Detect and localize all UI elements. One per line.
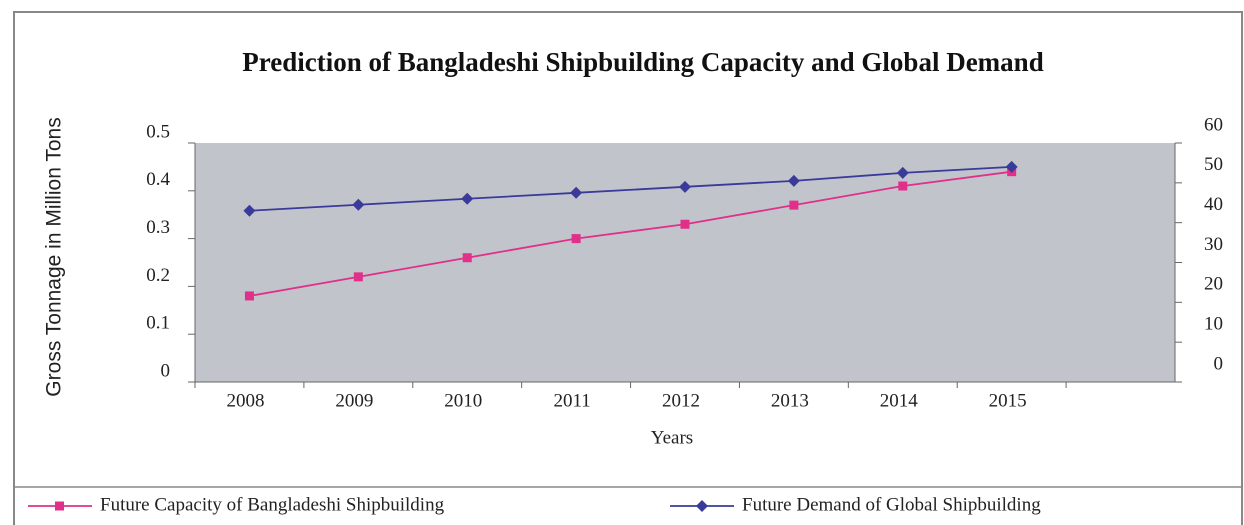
- plot-area: [195, 143, 1175, 382]
- chart-title: Prediction of Bangladeshi Shipbuilding C…: [242, 47, 1044, 77]
- y2-tick-label: 30: [1204, 234, 1223, 255]
- marker: [680, 219, 690, 229]
- frame-border: [13, 11, 1243, 525]
- x-tick-label: 2012: [662, 390, 700, 411]
- y-tick-label: 0.3: [146, 217, 170, 238]
- y-tick-label: 0.5: [146, 121, 170, 142]
- legend-marker: [696, 500, 708, 512]
- x-tick-label: 2013: [771, 390, 809, 411]
- marker: [353, 272, 363, 282]
- y-tick-label: 0.2: [146, 265, 170, 286]
- marker: [898, 181, 908, 191]
- marker: [461, 192, 474, 205]
- legend-label: Future Capacity of Bangladeshi Shipbuild…: [100, 494, 445, 515]
- x-tick-label: 2008: [226, 390, 264, 411]
- y-axis-label: Gross Tonnage in Million Tons: [43, 117, 66, 396]
- x-tick-label: 2009: [335, 390, 373, 411]
- marker: [462, 253, 472, 263]
- marker: [244, 291, 254, 301]
- y-tick-label: 0.1: [146, 313, 170, 334]
- legend-label: Future Demand of Global Shipbuilding: [742, 494, 1041, 515]
- marker: [896, 166, 909, 179]
- marker: [1005, 160, 1018, 173]
- x-tick-label: 2010: [444, 390, 482, 411]
- y2-tick-label: 40: [1204, 194, 1223, 215]
- y2-tick-label: 0: [1214, 353, 1224, 374]
- y-tick-label: 0.4: [146, 169, 170, 190]
- x-tick-label: 2011: [553, 390, 590, 411]
- x-tick-label: 2015: [989, 390, 1027, 411]
- marker: [570, 186, 583, 199]
- y2-tick-label: 60: [1204, 114, 1223, 135]
- y2-tick-label: 10: [1204, 314, 1223, 335]
- marker: [789, 200, 799, 210]
- series-line: [249, 166, 1012, 212]
- series-line: [249, 170, 1012, 297]
- legend-marker: [55, 501, 64, 511]
- x-axis-label: Years: [651, 427, 693, 448]
- marker: [787, 174, 800, 187]
- y-tick-label: 0: [161, 360, 171, 381]
- marker: [571, 234, 581, 244]
- y2-tick-label: 20: [1204, 274, 1223, 295]
- marker: [243, 204, 256, 217]
- marker: [352, 198, 365, 211]
- marker: [679, 180, 691, 193]
- y2-tick-label: 50: [1204, 154, 1223, 175]
- x-tick-label: 2014: [880, 390, 919, 411]
